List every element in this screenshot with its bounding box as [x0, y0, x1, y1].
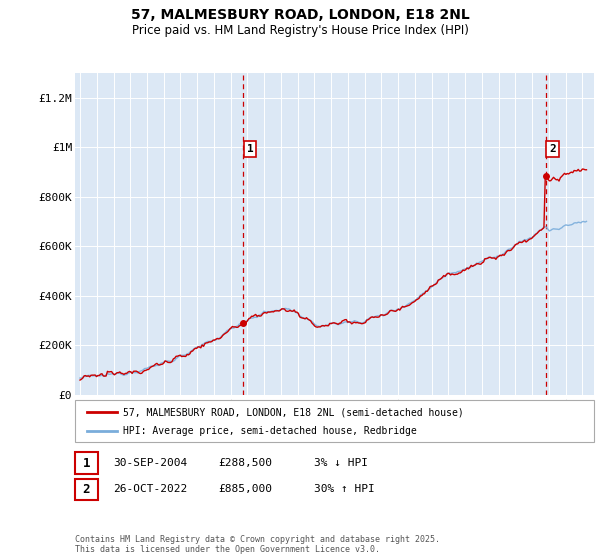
Text: 57, MALMESBURY ROAD, LONDON, E18 2NL: 57, MALMESBURY ROAD, LONDON, E18 2NL	[131, 8, 469, 22]
Text: 2: 2	[83, 483, 90, 496]
Text: Contains HM Land Registry data © Crown copyright and database right 2025.
This d: Contains HM Land Registry data © Crown c…	[75, 535, 440, 554]
Text: 1: 1	[83, 456, 90, 470]
Text: 26-OCT-2022: 26-OCT-2022	[113, 484, 187, 494]
Text: 30% ↑ HPI: 30% ↑ HPI	[314, 484, 374, 494]
Text: £885,000: £885,000	[218, 484, 272, 494]
Text: £288,500: £288,500	[218, 458, 272, 468]
Text: 1: 1	[247, 144, 253, 154]
Text: 3% ↓ HPI: 3% ↓ HPI	[314, 458, 368, 468]
Text: Price paid vs. HM Land Registry's House Price Index (HPI): Price paid vs. HM Land Registry's House …	[131, 24, 469, 36]
Text: 57, MALMESBURY ROAD, LONDON, E18 2NL (semi-detached house): 57, MALMESBURY ROAD, LONDON, E18 2NL (se…	[123, 407, 464, 417]
Text: 2: 2	[549, 144, 556, 154]
Text: 30-SEP-2004: 30-SEP-2004	[113, 458, 187, 468]
Text: HPI: Average price, semi-detached house, Redbridge: HPI: Average price, semi-detached house,…	[123, 426, 417, 436]
